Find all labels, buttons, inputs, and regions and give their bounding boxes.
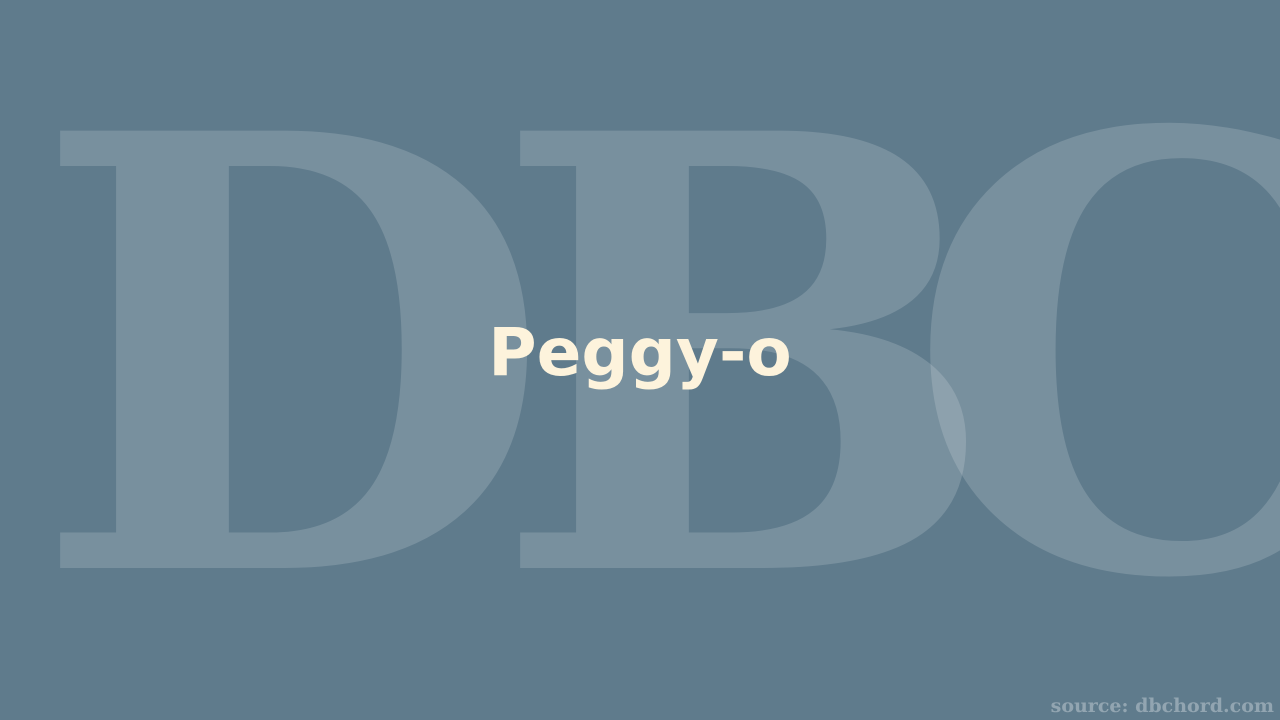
song-title: Peggy-o xyxy=(488,314,792,391)
source-credit: source: dbchord.com xyxy=(1050,695,1274,717)
